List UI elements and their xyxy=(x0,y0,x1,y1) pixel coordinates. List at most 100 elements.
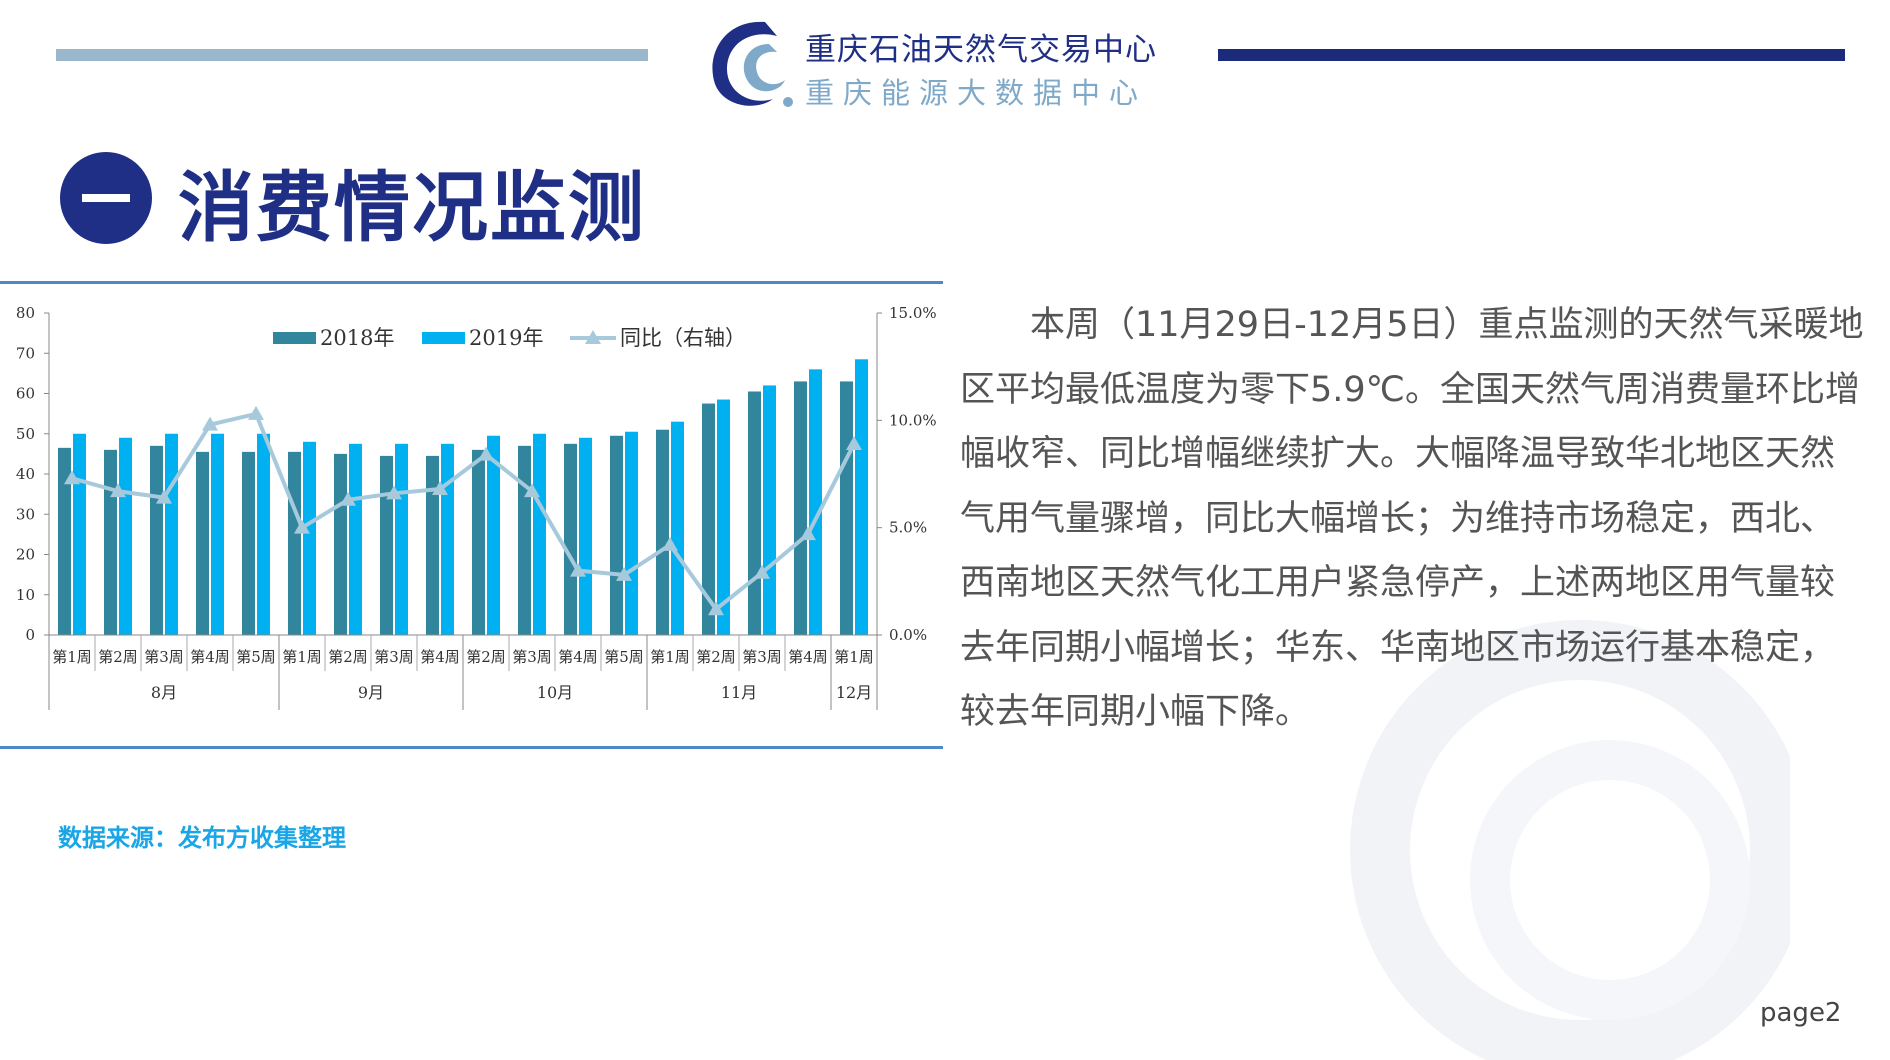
bar-2019 xyxy=(671,421,684,635)
right-axis-tick-label: 10.0% xyxy=(889,411,937,429)
yoy-point xyxy=(202,416,218,431)
yoy-point xyxy=(340,491,356,506)
yoy-point xyxy=(846,435,862,450)
legend-swatch-2018 xyxy=(273,332,316,344)
bar-2019 xyxy=(119,437,132,635)
x-week-label: 第5周 xyxy=(604,648,644,666)
bar-2018 xyxy=(564,443,577,635)
yoy-point xyxy=(156,489,172,504)
background-swirl-decoration xyxy=(1350,620,1790,1060)
x-month-label: 10月 xyxy=(537,683,573,702)
section-number-badge xyxy=(60,152,152,244)
left-axis-tick-label: 10 xyxy=(16,586,35,604)
header-accent-bar-left xyxy=(56,49,648,61)
x-week-label: 第2周 xyxy=(98,648,138,666)
x-week-label: 第4周 xyxy=(420,648,460,666)
x-week-label: 第3周 xyxy=(144,648,184,666)
x-week-label: 第4周 xyxy=(558,648,598,666)
org-name: 重庆石油天然气交易中心 xyxy=(805,32,1157,68)
yoy-point xyxy=(754,564,770,579)
bar-2018 xyxy=(656,429,669,635)
bar-2019 xyxy=(487,435,500,635)
bar-2019 xyxy=(211,433,224,635)
yoy-point xyxy=(708,601,724,616)
yoy-point xyxy=(524,483,540,498)
yoy-point xyxy=(248,405,264,420)
bar-2019 xyxy=(441,443,454,635)
left-axis-tick-label: 0 xyxy=(25,626,35,644)
chart-top-rule xyxy=(0,281,943,284)
right-axis-tick-label: 0.0% xyxy=(889,626,927,644)
yoy-point xyxy=(800,526,816,541)
bar-2019 xyxy=(395,443,408,635)
x-week-label: 第2周 xyxy=(328,648,368,666)
legend-marker-yoy xyxy=(585,330,601,344)
consumption-chart: 80 70 60 50 40 30 20 10 0 15.0% 10.0% 5.0% 0.0% 第1周… xyxy=(16,304,937,710)
logo: 重庆石油天然气交易中心 重庆能源大数据中心 xyxy=(705,14,1156,114)
legend-label-yoy: 同比（右轴） xyxy=(620,326,746,350)
bar-2018 xyxy=(242,451,255,635)
legend-label-2018: 2018年 xyxy=(320,326,394,350)
bar-2019 xyxy=(717,399,730,635)
logo-swirl-icon xyxy=(712,21,793,107)
left-axis-tick-label: 30 xyxy=(16,505,35,523)
x-month-label: 12月 xyxy=(836,683,872,702)
left-axis-tick-label: 40 xyxy=(16,465,35,483)
bar-2019 xyxy=(855,359,868,635)
bar-2018 xyxy=(748,391,761,635)
left-axis-tick-label: 80 xyxy=(16,304,35,322)
bar-2019 xyxy=(625,431,638,635)
data-source-note: 数据来源：发布方收集整理 xyxy=(58,824,346,852)
x-week-label: 第1周 xyxy=(282,648,322,666)
x-week-label: 第4周 xyxy=(190,648,230,666)
x-month-label: 9月 xyxy=(358,683,384,702)
yoy-point xyxy=(616,566,632,581)
left-axis-tick-label: 20 xyxy=(16,546,35,564)
bar-2019 xyxy=(73,433,86,635)
x-week-label: 第3周 xyxy=(512,648,552,666)
x-month-label: 8月 xyxy=(151,683,177,702)
x-week-label: 第3周 xyxy=(374,648,414,666)
bar-2018 xyxy=(380,455,393,635)
bar-2019 xyxy=(763,385,776,635)
bar-2018 xyxy=(840,381,853,635)
yoy-point xyxy=(110,483,126,498)
x-week-label: 第2周 xyxy=(466,648,506,666)
x-week-label: 第1周 xyxy=(52,648,92,666)
bar-2019 xyxy=(349,443,362,635)
bar-2018 xyxy=(196,451,209,635)
x-week-label: 第3周 xyxy=(742,648,782,666)
left-axis-tick-label: 50 xyxy=(16,425,35,443)
bar-2018 xyxy=(794,381,807,635)
section-number-dash xyxy=(82,194,130,202)
left-axis-tick-label: 70 xyxy=(16,344,35,362)
org-sub-name: 重庆能源大数据中心 xyxy=(805,76,1148,110)
yoy-line xyxy=(71,411,856,613)
bar-2018 xyxy=(702,403,715,635)
bar-2018 xyxy=(426,455,439,635)
bar-2018 xyxy=(472,449,485,635)
yoy-point xyxy=(478,446,494,461)
section-title: 消费情况监测 xyxy=(178,163,646,252)
x-week-label: 第1周 xyxy=(650,648,690,666)
yoy-point xyxy=(570,562,586,577)
bar-2019 xyxy=(579,437,592,635)
summary-paragraph: 本周（11月29日-12月5日）重点监测的天然气采暖地区平均最低温度为零下5.9… xyxy=(960,305,1864,732)
bar-2018 xyxy=(334,453,347,635)
yoy-point xyxy=(64,470,80,485)
legend-swatch-2019 xyxy=(422,332,465,344)
right-axis-tick-label: 5.0% xyxy=(889,519,927,537)
yoy-point xyxy=(662,536,678,551)
bar-2018 xyxy=(104,449,117,635)
header-accent-bar-right xyxy=(1218,49,1845,61)
x-week-label: 第2周 xyxy=(696,648,736,666)
page-number: page2 xyxy=(1760,998,1842,1028)
legend-label-2019: 2019年 xyxy=(469,326,543,350)
yoy-point xyxy=(294,519,310,534)
x-week-label: 第1周 xyxy=(834,648,874,666)
x-week-label: 第4周 xyxy=(788,648,828,666)
bar-2018 xyxy=(150,445,163,635)
bar-2019 xyxy=(533,433,546,635)
bar-2019 xyxy=(165,433,178,635)
bar-2018 xyxy=(58,447,71,635)
